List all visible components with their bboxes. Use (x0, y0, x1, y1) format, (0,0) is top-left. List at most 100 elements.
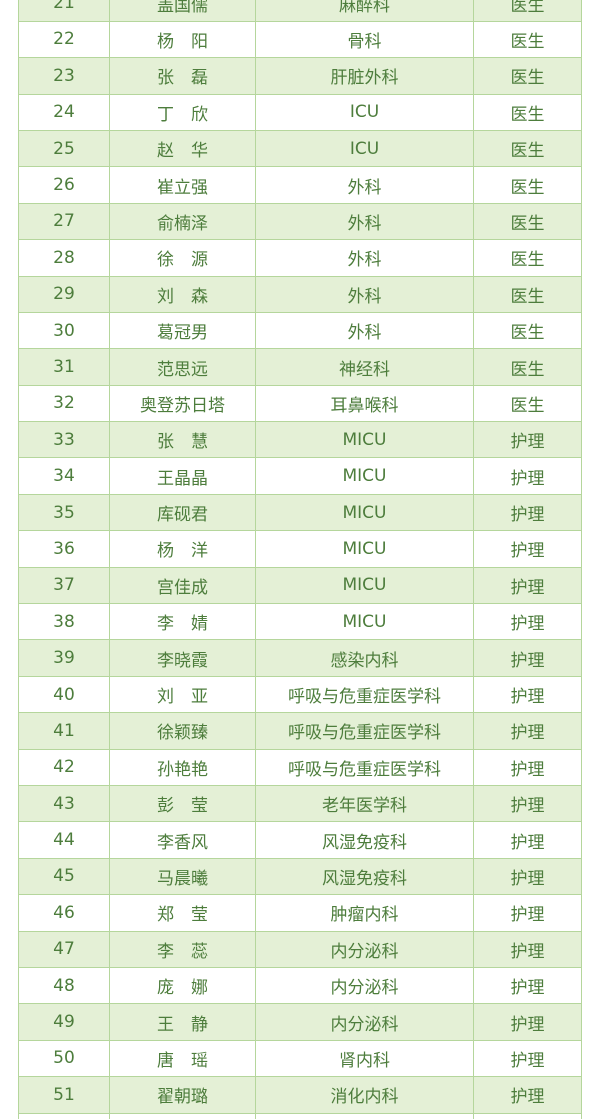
department: 感染内科 (255, 640, 473, 676)
row-number: 38 (18, 604, 109, 640)
name: 库砚君 (109, 494, 255, 531)
department: 肾内科 (255, 1040, 473, 1077)
row-number: 24 (18, 94, 109, 130)
name: 葛冠男 (109, 312, 255, 349)
empty-cell (109, 1113, 255, 1119)
table-row: 28 徐 源外科 医生 (18, 240, 582, 277)
role: 医生 (473, 58, 582, 94)
row-number: 27 (18, 203, 109, 240)
name: 徐 源 (109, 240, 255, 276)
table-row: 41 徐颖臻 呼吸与危重症医学科 护理 (18, 713, 582, 750)
table-row: 26 崔立强 外科 医生 (18, 167, 582, 204)
department: 外科 (255, 167, 473, 203)
row-number: 22 (18, 21, 109, 58)
role: 医生 (473, 349, 582, 385)
name: 李晓霞 (109, 640, 255, 676)
department: 内分泌科 (255, 931, 473, 967)
role: 医生 (473, 385, 582, 422)
name: 王 静 (109, 1004, 255, 1040)
table-row: 24 丁 欣 ICU 医生 (18, 94, 582, 131)
role: 医生 (473, 312, 582, 349)
table-row: 50 唐 瑶肾内科 护理 (18, 1040, 582, 1078)
row-number: 40 (18, 676, 109, 713)
role: 医生 (473, 0, 582, 21)
department: 外科 (255, 203, 473, 240)
row-number: 37 (18, 567, 109, 604)
name: 郑 莹 (109, 895, 255, 931)
name: 唐 瑶 (109, 1040, 255, 1077)
department: 消化内科 (255, 1077, 473, 1113)
row-number: 25 (18, 130, 109, 167)
row-number: 46 (18, 895, 109, 931)
department: ICU (255, 130, 473, 167)
name: 王晶晶 (109, 458, 255, 494)
role: 护理 (473, 494, 582, 531)
department: 骨科 (255, 21, 473, 58)
role: 护理 (473, 713, 582, 749)
table-row: 36 杨 洋 MICU 护理 (18, 531, 582, 568)
empty-cell (18, 1113, 109, 1119)
table-row: 51 翟朝璐 消化内科 护理 (18, 1077, 582, 1114)
row-number: 42 (18, 749, 109, 785)
table: 21 盖国儒 麻醉科 医生 22 杨 阳骨科 医生 23 张 磊肝脏外科 医生 24 丁 欣 ICU 医生… (18, 0, 582, 1119)
row-number: 44 (18, 822, 109, 858)
table-row: 37 宫佳成 MICU 护理 (18, 567, 582, 605)
table-row: 43 彭 莹老年医学科 护理 (18, 786, 582, 823)
table-row: 25 赵 华 ICU 医生 (18, 130, 582, 168)
name: 崔立强 (109, 167, 255, 203)
table-row: 34 王晶晶 MICU 护理 (18, 458, 582, 495)
table-row: 29 刘 森外科 医生 (18, 276, 582, 313)
department: ICU (255, 94, 473, 130)
role: 护理 (473, 749, 582, 785)
department: 呼吸与危重症医学科 (255, 713, 473, 749)
row-number: 47 (18, 931, 109, 967)
table-row: 35 库砚君 MICU 护理 (18, 494, 582, 532)
role: 护理 (473, 1040, 582, 1077)
department: 耳鼻喉科 (255, 385, 473, 422)
name: 刘 森 (109, 276, 255, 312)
row-number: 29 (18, 276, 109, 312)
table-row: 48 庞 娜内分泌科 护理 (18, 967, 582, 1005)
department: 外科 (255, 240, 473, 276)
role: 护理 (473, 1077, 582, 1113)
name: 杨 阳 (109, 21, 255, 58)
department: 肝脏外科 (255, 58, 473, 94)
name: 李 蕊 (109, 931, 255, 967)
table-row: 31 范思远 神经科 医生 (18, 349, 582, 386)
row-number: 41 (18, 713, 109, 749)
department: 外科 (255, 312, 473, 349)
row-number: 26 (18, 167, 109, 203)
department: 内分泌科 (255, 1004, 473, 1040)
department: 风湿免疫科 (255, 822, 473, 858)
table-row: 32 奥登苏日塔 耳鼻喉科 医生 (18, 385, 582, 423)
row-number: 21 (18, 0, 109, 21)
table-row: 46 郑 莹肿瘤内科 护理 (18, 895, 582, 932)
row-number: 48 (18, 967, 109, 1004)
name: 范思远 (109, 349, 255, 385)
role: 医生 (473, 167, 582, 203)
department: MICU (255, 567, 473, 604)
department: 内分泌科 (255, 967, 473, 1004)
row-number: 45 (18, 858, 109, 895)
table-row: 47 李 蕊内分泌科 护理 (18, 931, 582, 968)
row-number: 23 (18, 58, 109, 94)
department: 风湿免疫科 (255, 858, 473, 895)
name: 孙艳艳 (109, 749, 255, 785)
empty-cell (473, 1113, 582, 1119)
row-number: 39 (18, 640, 109, 676)
table-row: 40 刘 亚呼吸与危重症医学科 护理 (18, 676, 582, 714)
name: 奥登苏日塔 (109, 385, 255, 422)
row-number: 28 (18, 240, 109, 276)
name: 翟朝璐 (109, 1077, 255, 1113)
role: 医生 (473, 203, 582, 240)
row-number: 32 (18, 385, 109, 422)
name: 俞楠泽 (109, 203, 255, 240)
table-row: 45 马晨曦 风湿免疫科 护理 (18, 858, 582, 896)
department: MICU (255, 604, 473, 640)
department: MICU (255, 458, 473, 494)
name: 刘 亚 (109, 676, 255, 713)
role: 医生 (473, 94, 582, 130)
name: 李香风 (109, 822, 255, 858)
row-number: 30 (18, 312, 109, 349)
table-row-partial (18, 1113, 582, 1119)
